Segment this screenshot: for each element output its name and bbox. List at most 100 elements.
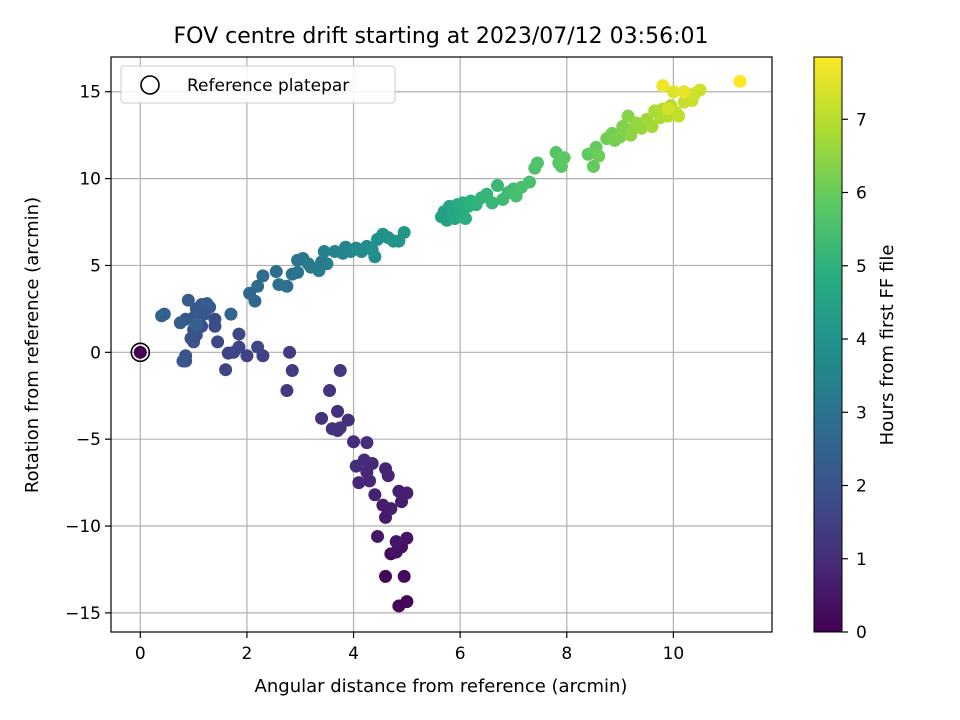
data-point xyxy=(490,179,504,193)
data-point xyxy=(208,312,222,326)
data-points xyxy=(133,74,747,613)
data-point xyxy=(219,363,233,377)
chart-title: FOV centre drift starting at 2023/07/12 … xyxy=(174,24,709,49)
data-point xyxy=(320,257,334,271)
legend: Reference platepar xyxy=(120,65,396,104)
data-point xyxy=(347,435,361,449)
data-point xyxy=(530,156,544,170)
data-point xyxy=(269,265,283,279)
legend-marker-icon xyxy=(140,75,160,95)
x-tick-label: 10 xyxy=(663,644,685,664)
data-point xyxy=(645,119,659,133)
x-tick-label: 6 xyxy=(455,644,466,664)
data-point xyxy=(656,79,670,93)
data-point xyxy=(592,149,606,163)
y-tick-label: 0 xyxy=(90,343,101,363)
y-axis-ticks: −15 −10 −5 0 5 10 15 xyxy=(65,83,111,624)
data-point xyxy=(173,316,187,330)
colorbar-label: Hours from first FF file xyxy=(877,245,898,446)
reference-platepar-marker xyxy=(130,342,151,363)
data-point xyxy=(240,349,254,363)
colorbar-tick-label: 5 xyxy=(856,257,867,277)
data-point xyxy=(232,340,246,354)
data-point xyxy=(661,102,675,116)
data-point xyxy=(397,569,411,583)
data-point xyxy=(285,364,299,378)
colorbar-tick-label: 3 xyxy=(856,403,867,423)
colorbar-gradient xyxy=(813,56,843,633)
data-point xyxy=(333,364,347,378)
data-point xyxy=(400,531,414,545)
data-point xyxy=(458,212,472,226)
y-tick-label: −15 xyxy=(65,604,101,624)
data-point xyxy=(379,569,393,583)
data-point xyxy=(317,245,331,259)
colorbar-tick-label: 4 xyxy=(856,330,867,350)
colorbar-tick-label: 6 xyxy=(856,184,867,204)
data-point xyxy=(376,498,390,512)
data-point xyxy=(181,293,195,307)
x-tick-label: 2 xyxy=(242,644,253,664)
data-point xyxy=(176,354,190,368)
data-point xyxy=(522,175,536,189)
data-point xyxy=(371,529,385,543)
y-tick-label: 15 xyxy=(79,83,101,103)
data-point xyxy=(155,309,169,323)
data-point xyxy=(283,345,297,359)
data-point xyxy=(693,83,707,97)
data-point xyxy=(400,595,414,609)
data-point xyxy=(368,488,382,502)
y-tick-label: 10 xyxy=(79,170,101,190)
data-point xyxy=(280,279,294,293)
data-point xyxy=(389,535,403,549)
data-point xyxy=(291,265,305,279)
y-tick-label: −10 xyxy=(65,517,101,537)
y-axis-label: Rotation from reference (arcmin) xyxy=(22,197,43,493)
plot-frame xyxy=(110,56,773,633)
data-point xyxy=(323,384,337,398)
data-point xyxy=(251,279,265,293)
data-point xyxy=(677,85,691,99)
data-point xyxy=(485,196,499,210)
data-point xyxy=(733,74,747,88)
x-axis-ticks: 0 2 4 6 8 10 xyxy=(135,632,684,664)
data-point xyxy=(224,307,238,321)
x-tick-label: 4 xyxy=(348,644,359,664)
data-point xyxy=(397,225,411,239)
y-tick-label: 5 xyxy=(90,256,101,276)
data-point xyxy=(341,413,355,427)
colorbar-tick-label: 1 xyxy=(856,550,867,570)
x-tick-label: 8 xyxy=(561,644,572,664)
x-tick-label: 0 xyxy=(135,644,146,664)
data-point xyxy=(189,318,203,332)
legend-label: Reference platepar xyxy=(187,76,349,96)
data-point xyxy=(368,250,382,264)
x-axis-label: Angular distance from reference (arcmin) xyxy=(255,676,628,697)
data-point xyxy=(232,327,246,341)
data-point xyxy=(379,462,393,476)
data-point xyxy=(256,269,270,283)
data-point xyxy=(331,423,345,437)
data-point xyxy=(248,294,262,308)
grid xyxy=(111,57,772,632)
data-point xyxy=(400,486,414,500)
data-point xyxy=(672,109,686,123)
colorbar-ticks: 0 1 2 3 4 5 6 7 xyxy=(842,110,867,643)
data-point xyxy=(666,85,680,99)
data-point xyxy=(557,151,571,165)
colorbar-tick-label: 0 xyxy=(856,623,867,643)
colorbar-tick-label: 7 xyxy=(856,110,867,130)
data-point xyxy=(352,476,366,490)
colorbar-tick-label: 2 xyxy=(856,477,867,497)
data-point xyxy=(389,545,403,559)
data-point xyxy=(280,384,294,398)
colorbar: 0 1 2 3 4 5 6 7 Hours from first FF file xyxy=(813,56,898,643)
data-point xyxy=(331,404,345,418)
reference-data-point xyxy=(133,345,147,359)
y-tick-label: −5 xyxy=(76,430,101,450)
data-point xyxy=(586,159,600,173)
data-point xyxy=(357,453,371,467)
data-point xyxy=(360,436,374,450)
data-point xyxy=(200,297,214,311)
